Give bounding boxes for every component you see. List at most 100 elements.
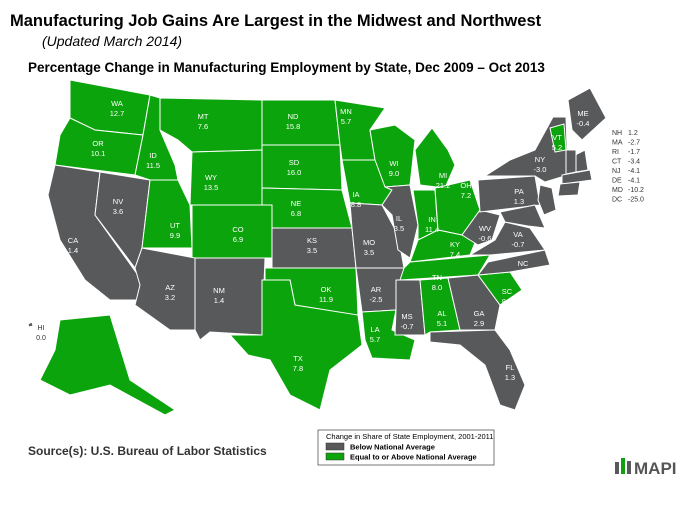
- state-shape: [194, 257, 266, 341]
- state-value: 7.2: [461, 191, 471, 200]
- state-value: 13.5: [204, 183, 219, 192]
- state-value: 3.6: [113, 207, 123, 216]
- state-abbr: OR: [92, 139, 104, 148]
- legend-box: [317, 429, 495, 466]
- state-abbr: AL: [437, 309, 446, 318]
- state-shape: [476, 249, 551, 276]
- state-abbr: MI: [439, 171, 447, 180]
- state-shape: [381, 184, 419, 259]
- small-state-value: -3.4: [628, 159, 640, 166]
- state-value: -0.4: [577, 119, 590, 128]
- state-abbr: WA: [111, 99, 123, 108]
- state-abbr: AR: [371, 285, 382, 294]
- state-abbr: MS: [401, 312, 412, 321]
- state-value: 6.9: [233, 235, 243, 244]
- logo-bar: [627, 461, 631, 474]
- small-state-abbr: MD: [612, 187, 623, 194]
- state-shape: [141, 179, 193, 249]
- state-value: 15.8: [286, 122, 301, 131]
- state-shape: [159, 97, 263, 153]
- state-value: 0.0: [36, 335, 46, 342]
- state-value: 5.1: [437, 319, 447, 328]
- state-abbr: TX: [293, 354, 303, 363]
- state-abbr: WI: [389, 159, 398, 168]
- state-value: 16.0: [287, 168, 302, 177]
- state-abbr: ND: [288, 112, 299, 121]
- state-shape: [565, 149, 577, 175]
- state-abbr: ID: [149, 151, 157, 160]
- state-value: 10.1: [91, 149, 106, 158]
- state-abbr: VA: [513, 230, 522, 239]
- state-shape: [261, 144, 343, 191]
- state-abbr: NC: [518, 259, 529, 268]
- legend-label: Below National Average: [350, 443, 435, 452]
- state-abbr: NV: [113, 197, 123, 206]
- state-abbr: VT: [552, 133, 562, 142]
- state-abbr: TN: [432, 273, 442, 282]
- small-state-value: -4.1: [628, 168, 640, 175]
- small-state-abbr: MA: [612, 140, 623, 147]
- state-abbr: MN: [340, 107, 352, 116]
- state-value: 20.6: [134, 369, 149, 378]
- state-shape: [499, 204, 546, 229]
- state-abbr: CA: [68, 236, 78, 245]
- state-shape: [468, 221, 546, 256]
- state-shape: [574, 149, 589, 173]
- state-value: 2.9: [474, 319, 484, 328]
- state-abbr: CO: [232, 225, 243, 234]
- state-abbr: KS: [307, 236, 317, 245]
- legend-title: Change in Share of State Employment, 200…: [326, 432, 493, 441]
- state-shape: [447, 274, 501, 331]
- legend-label: Equal to or Above National Average: [350, 453, 477, 462]
- subtitle: (Updated March 2014): [42, 33, 182, 49]
- small-state-value: -10.2: [628, 187, 644, 194]
- state-abbr: FL: [506, 363, 515, 372]
- state-value: 3.5: [307, 246, 317, 255]
- state-value: 11.9: [319, 295, 333, 304]
- small-state-value: -25.0: [628, 197, 644, 204]
- state-shape: [399, 254, 491, 281]
- state-value: 9.0: [389, 169, 399, 178]
- state-shape: [261, 99, 341, 146]
- state-value: -0.6: [479, 234, 492, 243]
- state-value: 8.6: [502, 297, 512, 306]
- small-state-abbr: RI: [612, 149, 619, 156]
- state-abbr: PA: [514, 187, 523, 196]
- state-value: 7.4: [450, 250, 460, 259]
- state-shape: [419, 277, 461, 336]
- state-shape: [189, 149, 263, 206]
- state-value: 11.5: [146, 161, 160, 170]
- state-abbr: NM: [213, 286, 225, 295]
- state-value: 21.2: [436, 181, 451, 190]
- small-state-abbr: DE: [612, 178, 622, 185]
- state-abbr: ME: [577, 109, 588, 118]
- state-abbr: WV: [479, 224, 491, 233]
- state-shape: [27, 321, 34, 328]
- small-state-value: 1.2: [628, 130, 638, 137]
- state-value: 8.0: [432, 283, 442, 292]
- small-state-abbr: NJ: [612, 168, 621, 175]
- legend-swatch: [325, 452, 345, 461]
- state-shape: [39, 314, 176, 416]
- state-value: 3.2: [165, 293, 175, 302]
- state-shape: [561, 169, 593, 185]
- map-title: Percentage Change in Manufacturing Emplo…: [28, 60, 545, 75]
- state-value: 7.8: [293, 364, 303, 373]
- state-abbr: IA: [352, 190, 359, 199]
- state-value: 8.8: [351, 200, 361, 209]
- state-abbr: AK: [136, 359, 146, 368]
- state-shape: [394, 279, 426, 336]
- logo-text: MAPI: [634, 459, 677, 478]
- state-value: 2.6: [518, 269, 528, 278]
- state-value: 1.4: [214, 296, 224, 305]
- state-shape: [228, 279, 363, 411]
- state-abbr: IL: [396, 214, 402, 223]
- state-value: 3.5: [364, 248, 374, 257]
- state-abbr: HI: [38, 325, 45, 332]
- small-state-value: -4.1: [628, 178, 640, 185]
- state-abbr: KY: [450, 240, 460, 249]
- logo-bar: [621, 458, 625, 474]
- small-state-value: -2.7: [628, 140, 640, 147]
